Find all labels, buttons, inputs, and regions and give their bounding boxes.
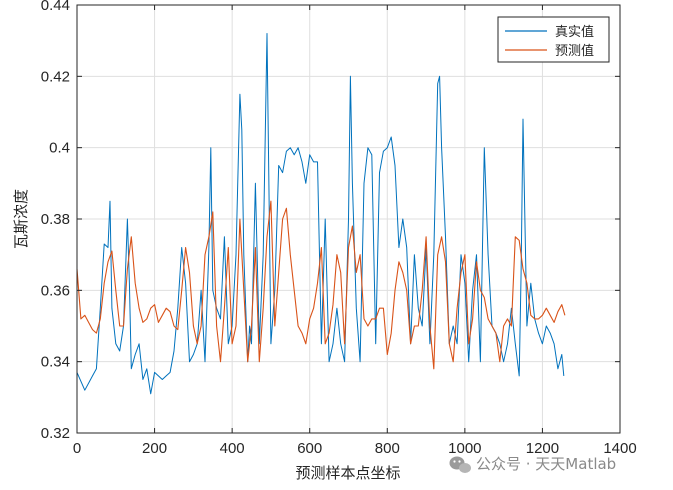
y-tick-label: 0.42 (41, 68, 70, 85)
y-axis-ticks: 0.32 0.34 0.36 0.38 0.4 0.42 0.44 (41, 0, 620, 442)
legend-box (497, 16, 610, 63)
y-tick-label: 0.38 (41, 211, 70, 228)
legend: 真实值 预测值 (497, 16, 610, 63)
y-tick-label: 0.34 (41, 354, 70, 371)
wechat-icon (449, 456, 471, 473)
y-axis-title: 瓦斯浓度 (12, 189, 30, 249)
x-tick-label: 1000 (448, 440, 481, 457)
legend-label-actual: 真实值 (555, 24, 594, 40)
data-series (76, 33, 566, 395)
x-axis-ticks: 0 200 400 600 800 1000 1200 1400 (73, 5, 637, 457)
watermark-text: 公众号 · 天天Matlab (476, 455, 616, 473)
series-line-actual (76, 33, 565, 395)
x-axis-title: 预测样本点坐标 (295, 464, 400, 482)
y-tick-label: 0.44 (41, 0, 70, 14)
legend-label-predicted: 预测值 (555, 43, 594, 59)
x-tick-label: 0 (73, 440, 81, 457)
y-tick-label: 0.36 (41, 282, 70, 299)
watermark: 公众号 · 天天Matlab (449, 455, 616, 473)
x-tick-label: 1200 (526, 440, 559, 457)
series-line-predicted (76, 200, 566, 370)
x-tick-label: 400 (220, 440, 245, 457)
x-tick-label: 200 (142, 440, 167, 457)
y-tick-label: 0.32 (41, 425, 70, 442)
y-tick-label: 0.4 (49, 140, 70, 157)
x-tick-label: 600 (297, 440, 322, 457)
x-tick-label: 800 (375, 440, 400, 457)
x-tick-label: 1400 (603, 440, 636, 457)
